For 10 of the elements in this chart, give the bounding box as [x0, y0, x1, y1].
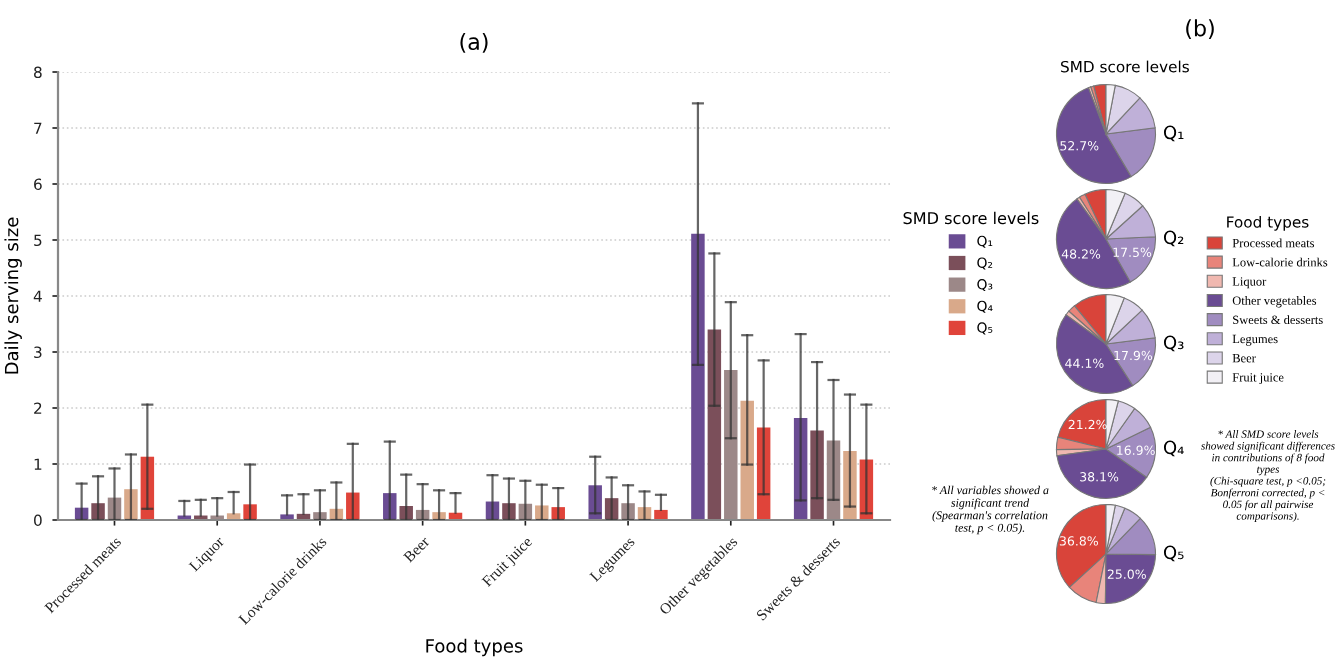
slice-label: Q₃: [1163, 335, 1184, 352]
chart-title: (a): [460, 32, 488, 53]
legend-title: SMD score levels: [903, 211, 1039, 225]
slice-label: Q₅: [1163, 545, 1184, 562]
slice-label: Q₂: [1163, 230, 1184, 247]
x-axis-title: Food types: [426, 638, 523, 657]
chart-title: (b): [1186, 19, 1214, 40]
slice-label: Q₁: [1163, 125, 1184, 142]
y-axis-title: Daily serving size: [4, 217, 22, 374]
slice-label: Q₄: [1163, 440, 1184, 457]
